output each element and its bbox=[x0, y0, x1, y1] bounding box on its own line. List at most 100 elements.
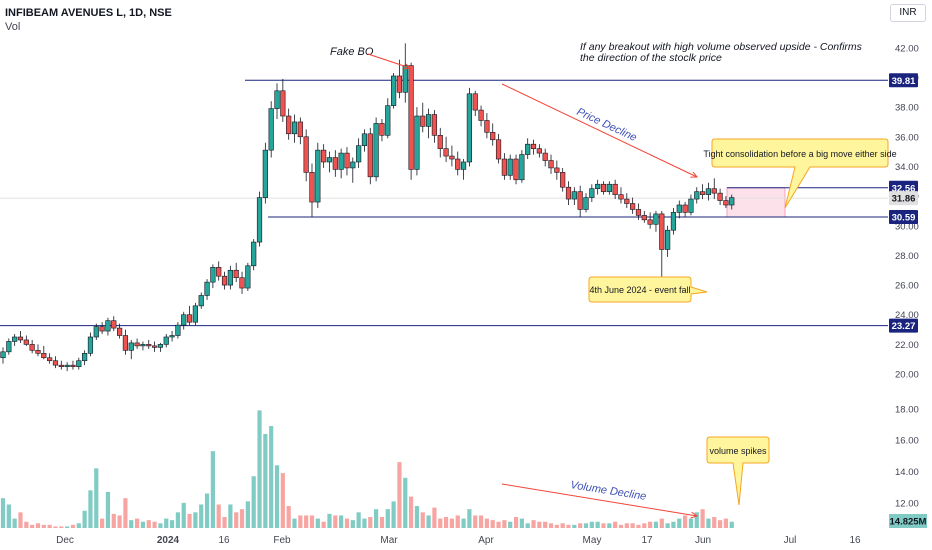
candle-body bbox=[35, 350, 41, 354]
vol-tick-label: 16.00 bbox=[895, 436, 919, 447]
volume-bar bbox=[204, 493, 210, 528]
volume-bar bbox=[35, 523, 41, 528]
candle bbox=[280, 78, 286, 122]
volume-bar bbox=[152, 521, 157, 528]
chart-title: INFIBEAM AVENUES L, 1D, NSE bbox=[5, 7, 172, 19]
candle-body bbox=[291, 121, 298, 135]
volume-bar bbox=[309, 515, 315, 528]
candle-body bbox=[391, 75, 397, 106]
candle bbox=[315, 142, 321, 208]
candle-body bbox=[186, 314, 193, 323]
price-levels bbox=[0, 79, 888, 327]
volume-bar bbox=[601, 523, 606, 528]
candle-body bbox=[361, 133, 368, 146]
candle bbox=[600, 181, 607, 195]
volume-bar bbox=[111, 513, 116, 528]
candle bbox=[23, 335, 29, 346]
volume-bar bbox=[100, 518, 105, 528]
candle bbox=[157, 342, 164, 352]
volume-bar bbox=[269, 426, 274, 528]
candle bbox=[35, 344, 41, 357]
candle bbox=[431, 110, 438, 143]
level-price-tag-bg bbox=[889, 210, 918, 225]
candle bbox=[449, 145, 455, 167]
candle-body bbox=[536, 148, 542, 154]
candle-body bbox=[280, 90, 286, 117]
candle bbox=[17, 331, 24, 343]
fake-bo-label: Fake BO bbox=[330, 46, 374, 58]
candle-body bbox=[443, 148, 449, 157]
volume-bar bbox=[630, 523, 635, 528]
volume-bar bbox=[589, 521, 594, 528]
candle bbox=[41, 345, 47, 360]
candle-body bbox=[175, 324, 181, 336]
volume-bar bbox=[239, 509, 245, 528]
candle-body bbox=[589, 188, 595, 198]
volume-bar bbox=[315, 518, 320, 528]
candle bbox=[595, 179, 601, 195]
volume-bar bbox=[618, 524, 624, 528]
candle-body bbox=[670, 212, 677, 231]
candle bbox=[105, 317, 111, 336]
candle-body bbox=[198, 295, 204, 307]
candle-body bbox=[577, 191, 583, 210]
candle-body bbox=[513, 158, 519, 181]
candle-body bbox=[29, 344, 35, 351]
volume-bar bbox=[374, 509, 379, 528]
candle-body bbox=[385, 105, 391, 136]
x-tick-label: Jun bbox=[695, 535, 711, 546]
candle-body bbox=[635, 209, 642, 216]
candle-body bbox=[338, 152, 344, 170]
candle bbox=[140, 341, 146, 351]
volume-bar bbox=[193, 512, 198, 528]
candle bbox=[12, 334, 18, 346]
candle bbox=[723, 196, 729, 208]
volume-bar bbox=[368, 517, 373, 528]
candle-body bbox=[297, 121, 303, 138]
candle-body bbox=[367, 133, 373, 178]
candle-body bbox=[600, 183, 607, 192]
volume-bar bbox=[129, 520, 134, 528]
candle bbox=[29, 339, 35, 354]
candle-body bbox=[286, 115, 292, 135]
volume-bar bbox=[583, 523, 589, 528]
currency-button[interactable]: INR bbox=[890, 4, 926, 22]
candle bbox=[571, 187, 577, 205]
candle-body bbox=[262, 149, 268, 198]
candle bbox=[612, 179, 618, 200]
volume-bar bbox=[245, 501, 250, 528]
candle bbox=[169, 331, 175, 342]
volume-bar bbox=[18, 512, 23, 528]
candle-body bbox=[93, 326, 99, 338]
candle-body bbox=[694, 191, 700, 200]
volume-bar bbox=[554, 524, 559, 528]
candle bbox=[338, 148, 344, 179]
candle-body bbox=[431, 114, 438, 136]
candle bbox=[653, 210, 659, 232]
candle-body bbox=[519, 154, 525, 181]
y-tick-label: 22.00 bbox=[895, 340, 919, 351]
candle bbox=[210, 264, 216, 289]
candle bbox=[151, 341, 158, 352]
candle bbox=[513, 154, 519, 185]
band-high-tag: 32.56 bbox=[892, 183, 916, 194]
volume-bar bbox=[443, 517, 449, 528]
candle bbox=[326, 151, 333, 173]
x-tick-label: 16 bbox=[218, 535, 230, 546]
vol-tick-label: 12.00 bbox=[895, 498, 919, 509]
candle bbox=[221, 271, 228, 290]
candle-body bbox=[47, 357, 53, 362]
candle-body bbox=[699, 191, 706, 195]
candle-body bbox=[595, 183, 601, 189]
y-tick-label: 20.00 bbox=[895, 370, 919, 381]
volume-tag-bg bbox=[889, 514, 927, 528]
candle bbox=[478, 105, 484, 127]
volume-bar bbox=[41, 524, 46, 528]
candle-body bbox=[134, 342, 140, 347]
candle-body bbox=[665, 229, 671, 250]
candle-body bbox=[268, 108, 274, 151]
candle bbox=[186, 305, 193, 326]
candle bbox=[385, 98, 391, 139]
candle bbox=[577, 185, 583, 217]
